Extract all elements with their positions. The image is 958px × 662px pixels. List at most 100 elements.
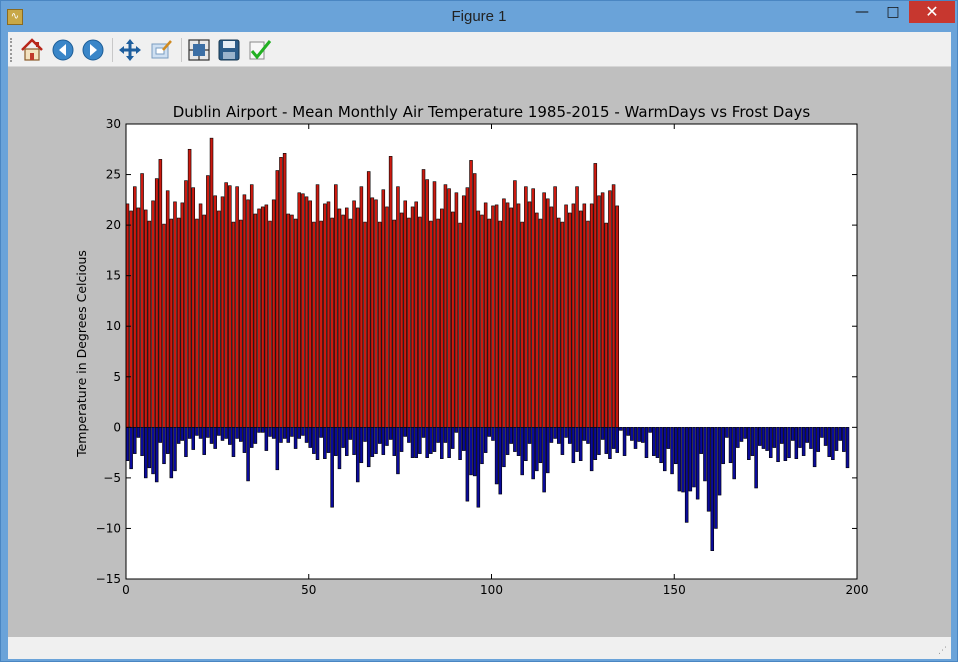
frost-bar [151,427,155,475]
resize-grip-icon[interactable]: ⋰ [938,646,947,656]
frost-bar [677,427,682,492]
save-button[interactable] [216,37,242,63]
frost-bar [436,427,440,443]
zoom-button[interactable] [149,37,175,63]
frost-bar [279,427,283,443]
frost-bar [359,427,364,464]
frost-bar [637,427,641,442]
warm-bar [556,217,561,428]
frost-bar [491,427,495,441]
warm-bar [304,196,309,428]
warm-bar [195,218,199,428]
frost-bar [652,427,656,456]
frost-bar [184,427,188,457]
frost-bar [176,427,181,444]
forward-button[interactable] [80,37,106,63]
home-button[interactable] [19,37,45,63]
warm-bar [440,208,444,428]
y-tick-label: −10 [96,521,121,535]
warm-bar [366,171,371,428]
frost-bar [633,427,638,449]
frost-bar [440,427,444,459]
frost-bar [370,427,375,457]
frost-bar [388,427,393,440]
frost-bar [429,427,433,454]
warm-bar [165,190,170,428]
edit-button[interactable] [247,37,273,63]
subplots-button[interactable] [186,37,212,63]
warm-bar [608,190,612,428]
frost-bar [286,427,291,443]
frost-bar [414,427,418,458]
warm-bar [399,212,404,428]
figure-canvas[interactable]: 0 50 100 150 200 −15 −10 −5 0 5 10 15 20 25 30 Dublin A… [8,67,951,637]
frost-bar [571,427,576,464]
frost-bar [611,427,616,449]
warm-bar [154,178,159,428]
frost-bar [582,427,587,441]
toolbar-grip[interactable] [10,38,13,62]
warm-bar [425,179,429,428]
frost-bar [706,427,711,512]
warm-bar [355,207,360,428]
frost-bar [385,427,389,446]
frost-bar [268,427,272,437]
pan-button[interactable] [117,37,143,63]
warm-bar [257,208,261,428]
warm-bar [421,169,426,428]
close-button[interactable]: ✕ [909,1,955,23]
frost-bar [765,427,769,451]
warm-bar [260,206,265,428]
frost-bar [319,427,323,438]
warm-bar [290,214,294,428]
frost-bar [586,427,590,444]
warm-bar [524,186,528,428]
warm-bar [202,214,206,428]
frost-bar [816,427,821,452]
warm-bar [377,221,382,428]
warm-bar [527,201,532,428]
warm-bar [575,186,579,428]
warm-bar [502,198,506,428]
frost-bar [275,427,280,471]
frost-bar [450,427,455,449]
frost-bar [465,427,470,502]
maximize-button[interactable]: □ [886,4,900,20]
frost-bar [648,427,652,433]
back-icon [52,39,74,61]
warm-bar [454,192,459,428]
frost-bar [710,427,715,551]
warm-bar [151,200,155,428]
frost-bar [162,427,166,465]
back-button[interactable] [50,37,76,63]
frost-bar [622,427,627,456]
minimize-button[interactable]: — [855,4,869,20]
warm-bar [344,207,349,428]
warm-bar [407,217,411,428]
warm-bar [140,173,144,428]
frost-bar [206,427,210,438]
frost-bar [282,427,287,439]
warm-bar [301,193,305,428]
frost-bar [443,427,448,443]
frost-bar [381,427,386,455]
frost-bar [231,427,236,457]
frost-bar [140,427,144,456]
frost-bar [487,427,492,437]
frost-bar [173,427,177,472]
frost-bar [366,427,371,468]
frost-bar [684,427,689,523]
home-icon [21,38,43,61]
frost-bar [410,427,415,458]
warm-bar [147,220,152,428]
frost-bar [783,427,788,462]
title-bar[interactable]: ∿ Figure 1 — □ ✕ [1,1,957,32]
warm-bar [392,219,397,428]
frost-bar [377,427,382,444]
warm-bar [326,201,331,428]
warm-bar [348,218,353,428]
warm-bar [268,220,272,428]
warm-bar [158,159,163,428]
frost-bar [476,427,481,508]
warm-bar [359,186,364,428]
